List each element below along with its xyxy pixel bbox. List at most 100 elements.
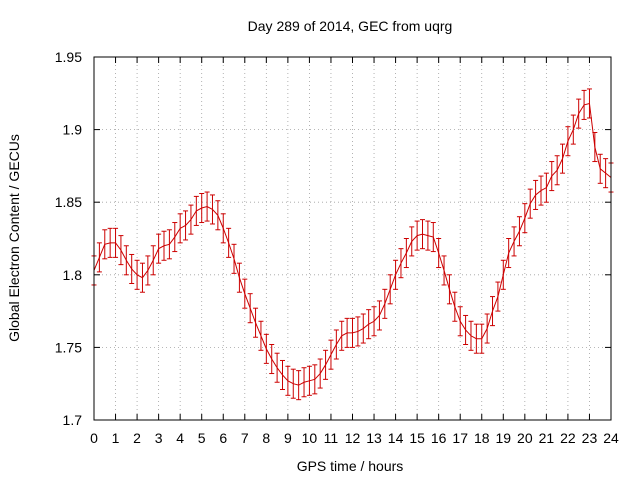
error-bar	[565, 126, 571, 157]
error-bar	[107, 227, 113, 258]
error-bar	[387, 274, 393, 305]
error-bar	[312, 364, 318, 395]
error-bar	[253, 307, 259, 338]
error-bar	[603, 158, 609, 189]
error-bar	[188, 204, 194, 235]
grid-lines	[94, 57, 611, 420]
error-bar	[333, 329, 339, 360]
error-bar	[570, 114, 576, 145]
error-bar	[113, 227, 119, 258]
error-bar	[139, 262, 145, 293]
error-bar	[511, 226, 517, 257]
error-bar	[420, 219, 426, 250]
error-bar	[134, 259, 140, 290]
y-tick-label: 1.85	[55, 194, 82, 210]
x-tick-label: 6	[219, 430, 227, 446]
error-bar	[172, 222, 178, 253]
error-bar	[457, 306, 463, 337]
error-bar	[522, 203, 528, 234]
error-bar	[323, 349, 329, 380]
error-bar	[328, 339, 334, 370]
gec-series	[91, 88, 614, 401]
error-bar	[290, 368, 296, 399]
error-bar	[398, 248, 404, 279]
error-bar	[150, 245, 156, 276]
x-tick-label: 23	[582, 430, 598, 446]
x-tick-label: 21	[539, 430, 555, 446]
error-bar	[355, 316, 361, 347]
error-bar	[403, 238, 409, 269]
error-bar	[166, 229, 172, 260]
error-bar	[263, 333, 269, 364]
x-tick-label: 7	[241, 430, 249, 446]
error-bar	[430, 222, 436, 253]
plot-frame	[93, 56, 612, 421]
error-bar	[538, 175, 544, 206]
x-tick-label: 13	[366, 430, 382, 446]
error-bar	[236, 262, 242, 293]
x-axis-label: GPS time / hours	[297, 458, 404, 474]
error-bar	[479, 323, 485, 354]
error-bar	[306, 365, 312, 396]
error-bar	[452, 291, 458, 322]
x-tick-label: 4	[176, 430, 184, 446]
error-bar	[123, 245, 129, 276]
x-tick-label: 3	[155, 430, 163, 446]
error-bar	[382, 288, 388, 319]
error-bar	[96, 242, 102, 273]
error-bar	[554, 155, 560, 186]
error-bar	[274, 352, 280, 383]
error-bar	[581, 89, 587, 120]
error-bar	[527, 188, 533, 219]
error-bar	[516, 216, 522, 247]
error-bar	[129, 253, 135, 285]
error-bar	[339, 320, 345, 351]
error-bar	[533, 179, 539, 210]
x-tick-label: 17	[452, 430, 468, 446]
error-bar	[473, 323, 479, 354]
error-bar	[242, 278, 248, 309]
error-bar	[199, 192, 205, 224]
x-tick-label: 22	[560, 430, 576, 446]
error-bar	[393, 259, 399, 290]
error-bar	[177, 213, 183, 244]
error-bar	[371, 306, 377, 337]
error-bar	[193, 195, 199, 226]
x-tick-label: 5	[198, 430, 206, 446]
error-bar	[145, 255, 151, 286]
error-bar	[360, 313, 366, 344]
error-bar	[490, 296, 496, 327]
error-bar	[118, 235, 124, 266]
error-bar	[247, 293, 253, 324]
y-axis-ticks: 1.7 1.75 1.8 1.85 1.9 1.95	[55, 49, 611, 428]
error-bar	[301, 367, 307, 398]
error-bar	[446, 274, 452, 305]
error-bar	[161, 230, 167, 261]
error-bar	[269, 343, 275, 375]
error-bar	[425, 220, 431, 251]
error-bar	[441, 255, 447, 286]
error-bar	[258, 320, 264, 351]
y-tick-label: 1.8	[63, 267, 83, 283]
error-bar	[500, 259, 506, 290]
error-bar	[376, 300, 382, 331]
error-bar	[495, 281, 501, 312]
x-tick-label: 14	[388, 430, 404, 446]
error-bar	[317, 358, 323, 389]
error-bar	[436, 238, 442, 269]
error-bar	[209, 194, 215, 225]
error-bar	[226, 227, 232, 258]
error-bar	[215, 200, 221, 231]
error-bar	[414, 220, 420, 251]
error-bar	[102, 229, 108, 260]
x-tick-label: 18	[474, 430, 490, 446]
y-tick-label: 1.75	[55, 339, 82, 355]
y-tick-label: 1.95	[55, 49, 82, 65]
error-bar	[285, 365, 291, 396]
error-bar	[220, 213, 226, 244]
error-bar	[549, 161, 555, 192]
error-bar	[586, 88, 592, 119]
y-tick-label: 1.9	[63, 122, 83, 138]
